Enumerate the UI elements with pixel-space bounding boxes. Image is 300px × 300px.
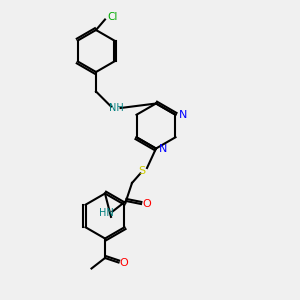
Text: HN: HN [98, 208, 113, 218]
Text: O: O [119, 257, 128, 268]
Text: NH: NH [109, 103, 124, 113]
Text: N: N [178, 110, 187, 120]
Text: Cl: Cl [107, 11, 118, 22]
Text: N: N [159, 143, 167, 154]
Text: O: O [142, 199, 151, 209]
Text: S: S [138, 166, 145, 176]
